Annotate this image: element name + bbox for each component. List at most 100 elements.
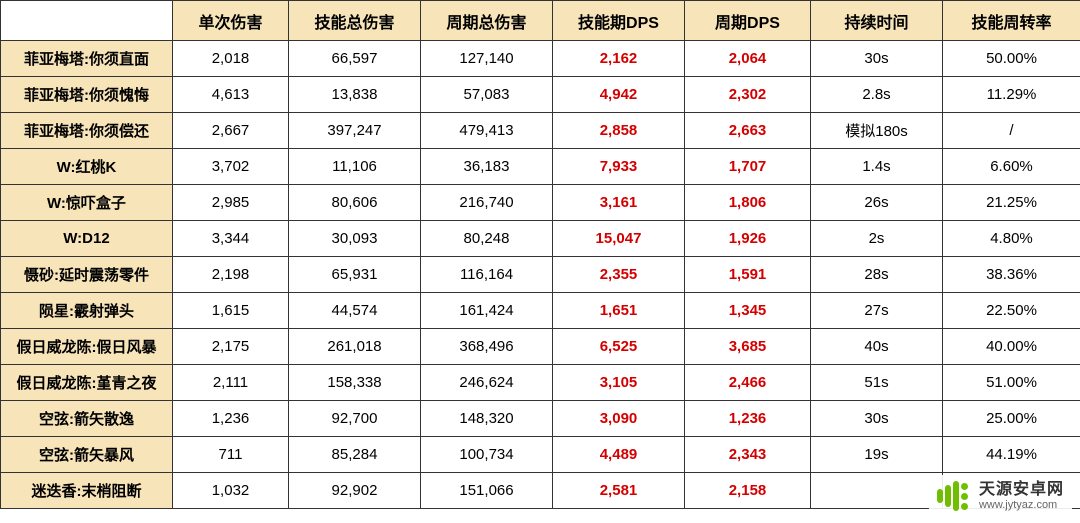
- cell: 158,338: [289, 365, 421, 401]
- row-header: W:红桃K: [1, 149, 173, 185]
- cell: 11,106: [289, 149, 421, 185]
- cell: 1,032: [173, 473, 289, 509]
- cell: /: [943, 113, 1080, 149]
- cell: 50.00%: [943, 41, 1080, 77]
- table-row: W:红桃K3,70211,10636,1837,9331,7071.4s6.60…: [1, 149, 1080, 185]
- cell: 216,740: [421, 185, 553, 221]
- table-row: W:D123,34430,09380,24815,0471,9262s4.80%: [1, 221, 1080, 257]
- cell: 3,090: [553, 401, 685, 437]
- watermark-url: www.jytyaz.com: [979, 499, 1064, 511]
- cell: 模拟180s: [811, 113, 943, 149]
- cell: 3,344: [173, 221, 289, 257]
- cell: 2,343: [685, 437, 811, 473]
- cell: 479,413: [421, 113, 553, 149]
- cell: 1,651: [553, 293, 685, 329]
- cell: 40.00%: [943, 329, 1080, 365]
- table-row: 假日威龙陈:假日风暴2,175261,018368,4966,5253,685 4…: [1, 329, 1080, 365]
- col-header: 周期总伤害: [421, 1, 553, 41]
- cell: 57,083: [421, 77, 553, 113]
- cell: 44,574: [289, 293, 421, 329]
- cell: 2,198: [173, 257, 289, 293]
- cell: 1,345: [685, 293, 811, 329]
- cell: 19s: [811, 437, 943, 473]
- cell: 2,985: [173, 185, 289, 221]
- cell: 1.4s: [811, 149, 943, 185]
- cell: 13,838: [289, 77, 421, 113]
- row-header: W:D12: [1, 221, 173, 257]
- cell: 44.19%: [943, 437, 1080, 473]
- cell: 65,931: [289, 257, 421, 293]
- cell: 38.36%: [943, 257, 1080, 293]
- cell: 151,066: [421, 473, 553, 509]
- cell: 27s: [811, 293, 943, 329]
- row-header: 迷迭香:末梢阻断: [1, 473, 173, 509]
- row-header: 假日威龙陈:堇青之夜: [1, 365, 173, 401]
- cell: 148,320: [421, 401, 553, 437]
- cell: 2.8s: [811, 77, 943, 113]
- cell: 80,606: [289, 185, 421, 221]
- row-header: 慑砂:延时震荡零件: [1, 257, 173, 293]
- cell: 22.50%: [943, 293, 1080, 329]
- cell: 127,140: [421, 41, 553, 77]
- cell: 2,175: [173, 329, 289, 365]
- col-header: 技能期DPS: [553, 1, 685, 41]
- watermark-title: 天源安卓网: [979, 481, 1064, 499]
- cell: 26s: [811, 185, 943, 221]
- row-header: 假日威龙陈:假日风暴: [1, 329, 173, 365]
- cell: 11.29%: [943, 77, 1080, 113]
- table-row: 菲亚梅塔:你须直面2,01866,597127,1402,1622,06430s…: [1, 41, 1080, 77]
- row-header: 菲亚梅塔:你须偿还: [1, 113, 173, 149]
- cell: 21.25%: [943, 185, 1080, 221]
- cell: 1,236: [173, 401, 289, 437]
- cell: 2,162: [553, 41, 685, 77]
- table-header-row: 单次伤害技能总伤害周期总伤害技能期DPS周期DPS持续时间技能周转率: [1, 1, 1080, 41]
- cell: 30,093: [289, 221, 421, 257]
- cell: 2,355: [553, 257, 685, 293]
- row-header: 菲亚梅塔:你须直面: [1, 41, 173, 77]
- cell: 25.00%: [943, 401, 1080, 437]
- row-header: 空弦:箭矢散逸: [1, 401, 173, 437]
- cell: 3,685: [685, 329, 811, 365]
- cell: 51s: [811, 365, 943, 401]
- row-header: 空弦:箭矢暴风: [1, 437, 173, 473]
- table-row: 陨星:霰射弹头1,61544,574161,4241,6511,34527s22…: [1, 293, 1080, 329]
- cell: 3,702: [173, 149, 289, 185]
- col-header: 周期DPS: [685, 1, 811, 41]
- table-row: 迷迭香:末梢阻断1,03292,902151,0662,5812,158: [1, 473, 1080, 509]
- col-header: 技能周转率: [943, 1, 1080, 41]
- cell: 2,158: [685, 473, 811, 509]
- cell: 6,525: [553, 329, 685, 365]
- cell: 1,926: [685, 221, 811, 257]
- row-header: W:惊吓盒子: [1, 185, 173, 221]
- cell: 100,734: [421, 437, 553, 473]
- cell: 2,111: [173, 365, 289, 401]
- cell: 85,284: [289, 437, 421, 473]
- table-row: 假日威龙陈:堇青之夜2,111158,338246,6243,1052,4665…: [1, 365, 1080, 401]
- cell: 2s: [811, 221, 943, 257]
- cell: 4.80%: [943, 221, 1080, 257]
- table-body: 菲亚梅塔:你须直面2,01866,597127,1402,1622,06430s…: [1, 41, 1080, 509]
- logo-icon: [937, 479, 971, 513]
- cell: 66,597: [289, 41, 421, 77]
- cell: 711: [173, 437, 289, 473]
- cell: 7,933: [553, 149, 685, 185]
- cell: 36,183: [421, 149, 553, 185]
- cell: [811, 473, 943, 509]
- cell: 15,047: [553, 221, 685, 257]
- cell: 30s: [811, 41, 943, 77]
- table-row: 慑砂:延时震荡零件2,19865,931116,1642,3551,59128s…: [1, 257, 1080, 293]
- cell: 2,581: [553, 473, 685, 509]
- cell: 1,615: [173, 293, 289, 329]
- cell: 368,496: [421, 329, 553, 365]
- cell: 4,489: [553, 437, 685, 473]
- watermark: 天源安卓网 www.jytyaz.com: [929, 475, 1072, 517]
- cell: 261,018: [289, 329, 421, 365]
- col-header: 单次伤害: [173, 1, 289, 41]
- cell: 2,663: [685, 113, 811, 149]
- damage-table: 单次伤害技能总伤害周期总伤害技能期DPS周期DPS持续时间技能周转率 菲亚梅塔:…: [0, 0, 1080, 509]
- col-header: 持续时间: [811, 1, 943, 41]
- cell: 2,466: [685, 365, 811, 401]
- cell: 2,064: [685, 41, 811, 77]
- cell: 92,700: [289, 401, 421, 437]
- cell: 4,613: [173, 77, 289, 113]
